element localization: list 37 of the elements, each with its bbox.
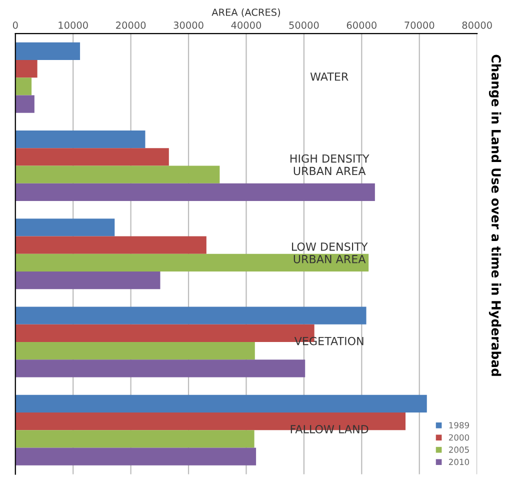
bar: [15, 95, 34, 113]
text: Change in Land Use over a time in Hyderabad: [488, 54, 502, 376]
y-tick-label: LOW DENSITY URBAN AREA: [292, 242, 368, 264]
bar: [15, 148, 169, 166]
bar: [15, 130, 146, 148]
x-tick-label: 10000: [58, 22, 88, 29]
x-tick-label: 20000: [116, 22, 146, 29]
bar: [15, 342, 255, 360]
bar: [15, 218, 115, 236]
bar: [15, 430, 254, 448]
bar: [15, 42, 80, 60]
legend-label: 2010: [448, 458, 470, 466]
x-tick-label: 0: [12, 22, 18, 29]
bar: [15, 254, 369, 272]
x-tick-label: 70000: [404, 22, 434, 29]
bar: [15, 60, 38, 78]
x-tick-label: 30000: [174, 22, 204, 29]
y-tick-label: VEGETATION: [294, 336, 364, 346]
bar: [15, 166, 220, 184]
bar: [15, 78, 32, 96]
x-tick-label: 40000: [231, 22, 262, 29]
legend-label: 2000: [448, 434, 470, 441]
bar: [15, 271, 160, 290]
bar: [15, 448, 256, 466]
x-tick-label: 60000: [346, 22, 376, 29]
bar: [15, 394, 427, 413]
y-tick-label: WATER: [310, 72, 348, 81]
legend-label: 2005: [448, 446, 469, 453]
x-tick-label: 50000: [289, 22, 319, 29]
bar: [15, 236, 206, 254]
y-tick-label: HIGH DENSITY URBAN AREA: [290, 154, 370, 176]
legend-label: 1989: [449, 422, 470, 428]
bar: [15, 360, 306, 378]
x-axis-title: AREA (ACRES): [212, 8, 280, 18]
bar: [15, 306, 366, 324]
x-tick-label: 80000: [462, 22, 492, 29]
bar: [15, 183, 375, 201]
